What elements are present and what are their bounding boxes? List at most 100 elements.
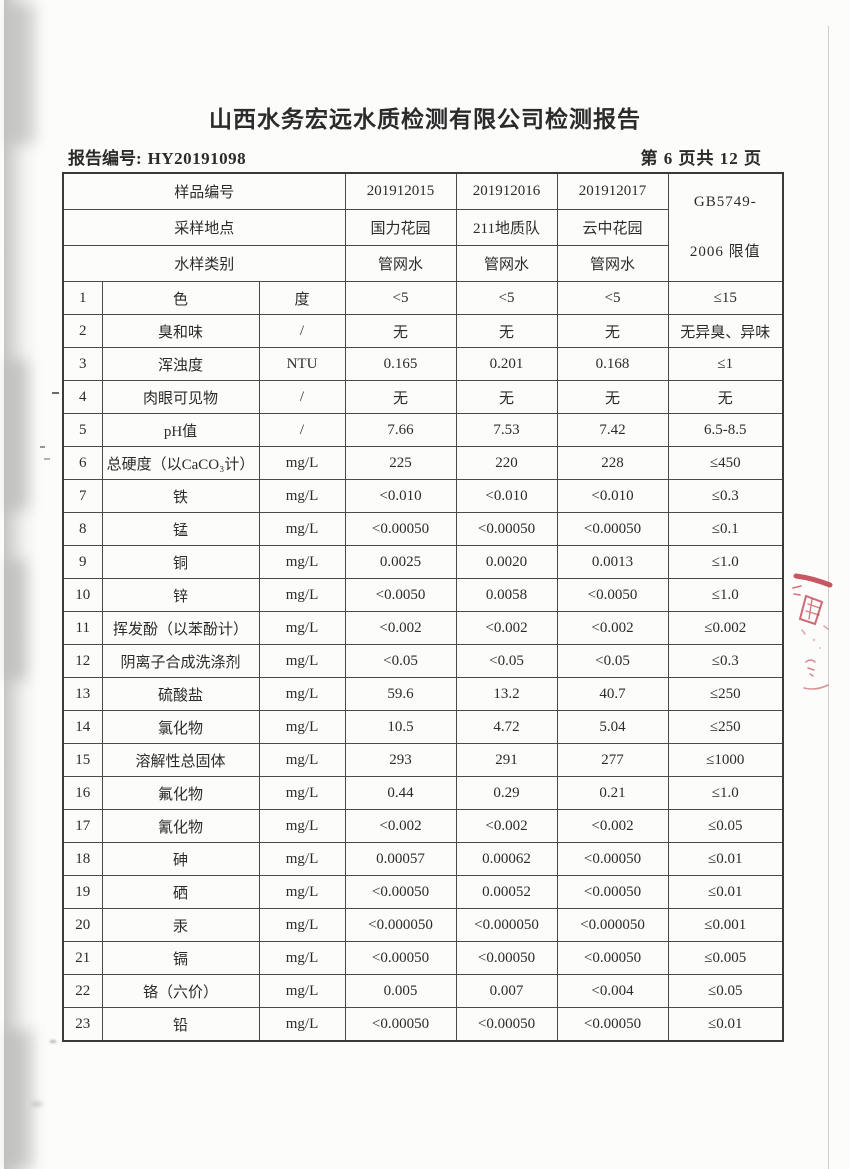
limit-header-line1: GB5749- [693,194,757,210]
unit-cell: mg/L [258,776,346,810]
sample1-value-cell: 无 [344,380,457,414]
sample2-type-cell: 管网水 [455,245,558,282]
sample2-value-cell: 0.0020 [455,545,558,579]
header-row-location: 采样地点 国力花园 211地质队 云中花园 [62,209,783,246]
row-number-cell: 20 [62,908,103,942]
meta-line: 报告编号: HY20191098 第 6 页共 12 页 [0,144,850,168]
parameter-name-cell: 锰 [101,512,260,546]
unit-cell: mg/L [258,479,346,513]
sample3-value-cell: <0.010 [556,479,669,513]
report-number-value: HY20191098 [147,149,247,168]
limit-value-cell: ≤0.05 [667,974,784,1008]
unit-cell: mg/L [258,941,346,975]
limit-value-cell: ≤1.0 [667,545,784,579]
results-table-header: 样品编号 201912015 201912016 201912017 GB574… [62,172,784,282]
limit-value-cell: 6.5-8.5 [667,413,784,447]
scan-speck [50,1040,56,1043]
sample3-value-cell: 5.04 [556,710,669,744]
sample2-value-cell: 291 [455,743,558,777]
limit-value-cell: ≤1000 [667,743,784,777]
row-number-cell: 3 [62,347,103,381]
sample2-value-cell: 220 [455,446,558,480]
unit-cell: mg/L [258,908,346,942]
unit-cell: mg/L [258,710,346,744]
results-table-body: 1 色 度 <5 <5 <5 ≤15 2 臭和味 / 无 无 无 无异臭、异味 … [62,281,784,1042]
row-number-cell: 5 [62,413,103,447]
unit-cell: / [258,413,346,447]
unit-cell: mg/L [258,578,346,612]
red-stamp-fragment [792,573,833,690]
row-number-cell: 13 [62,677,103,711]
unit-cell: mg/L [258,611,346,645]
table-row: 21 镉 mg/L <0.00050 <0.00050 <0.00050 ≤0.… [62,941,784,975]
limit-value-cell: 无 [667,380,784,414]
row-number-cell: 7 [62,479,103,513]
page-title: 山西水务宏远水质检测有限公司检测报告 [209,107,641,132]
sample1-value-cell: 0.165 [344,347,457,381]
row-number-cell: 23 [62,1007,103,1042]
sample3-value-cell: 0.21 [556,776,669,810]
limit-value-cell: 无异臭、异味 [667,314,784,348]
sample2-value-cell: <0.00050 [455,941,558,975]
sample2-value-cell: <0.00050 [455,512,558,546]
limit-value-cell: ≤250 [667,710,784,744]
parameter-name-cell: 总硬度（以CaCO₃计） [101,446,260,480]
unit-cell: mg/L [258,875,346,909]
parameter-name-cell: pH值 [101,413,260,447]
table-row: 8 锰 mg/L <0.00050 <0.00050 <0.00050 ≤0.1 [62,512,784,546]
limit-value-cell: ≤0.05 [667,809,784,843]
sample3-value-cell: <0.002 [556,611,669,645]
unit-cell: mg/L [258,512,346,546]
table-row: 18 砷 mg/L 0.00057 0.00062 <0.00050 ≤0.01 [62,842,784,876]
table-row: 4 肉眼可见物 / 无 无 无 无 [62,380,784,414]
sample2-value-cell: <0.002 [455,809,558,843]
limit-header-cell: GB5749- 2006 限值 [667,172,784,282]
row-number-cell: 1 [62,281,103,315]
sample3-value-cell: 7.42 [556,413,669,447]
limit-value-cell: ≤15 [667,281,784,315]
row-number-cell: 16 [62,776,103,810]
sample2-value-cell: <0.000050 [455,908,558,942]
sample2-value-cell: <0.05 [455,644,558,678]
table-row: 17 氰化物 mg/L <0.002 <0.002 <0.002 ≤0.05 [62,809,784,843]
sample3-no-cell: 201912017 [556,172,669,210]
sample1-value-cell: <0.002 [344,611,457,645]
type-label-cell: 水样类别 [62,245,346,282]
table-row: 20 汞 mg/L <0.000050 <0.000050 <0.000050 … [62,908,784,942]
sample1-value-cell: 0.00057 [344,842,457,876]
sample2-value-cell: 无 [455,380,558,414]
sample1-value-cell: 无 [344,314,457,348]
scan-edge-line [828,26,829,1169]
sample3-value-cell: 无 [556,380,669,414]
parameter-name-cell: 铁 [101,479,260,513]
parameter-name-cell: 臭和味 [101,314,260,348]
sample1-value-cell: <0.010 [344,479,457,513]
limit-value-cell: ≤0.3 [667,644,784,678]
sample3-value-cell: 无 [556,314,669,348]
parameter-name-cell: 镉 [101,941,260,975]
table-row: 5 pH值 / 7.66 7.53 7.42 6.5-8.5 [62,413,784,447]
unit-cell: mg/L [258,644,346,678]
table-row: 14 氯化物 mg/L 10.5 4.72 5.04 ≤250 [62,710,784,744]
parameter-name-cell: 铅 [101,1007,260,1042]
sample2-location-cell: 211地质队 [455,209,558,246]
sample3-value-cell: 0.168 [556,347,669,381]
sample2-value-cell: 无 [455,314,558,348]
row-number-cell: 2 [62,314,103,348]
parameter-name-cell: 氰化物 [101,809,260,843]
results-table: 样品编号 201912015 201912016 201912017 GB574… [62,172,785,1042]
table-row: 6 总硬度（以CaCO₃计） mg/L 225 220 228 ≤450 [62,446,784,480]
unit-cell: 度 [258,281,346,315]
row-number-cell: 9 [62,545,103,579]
sample2-value-cell: 0.0058 [455,578,558,612]
limit-value-cell: ≤0.002 [667,611,784,645]
scan-speck [44,458,50,460]
parameter-name-cell: 铬（六价） [101,974,260,1008]
sample1-value-cell: 225 [344,446,457,480]
sample1-value-cell: <0.05 [344,644,457,678]
sample2-value-cell: <0.002 [455,611,558,645]
scan-speck [52,392,59,394]
unit-cell: / [258,380,346,414]
scan-speck [32,1102,42,1106]
row-number-cell: 14 [62,710,103,744]
